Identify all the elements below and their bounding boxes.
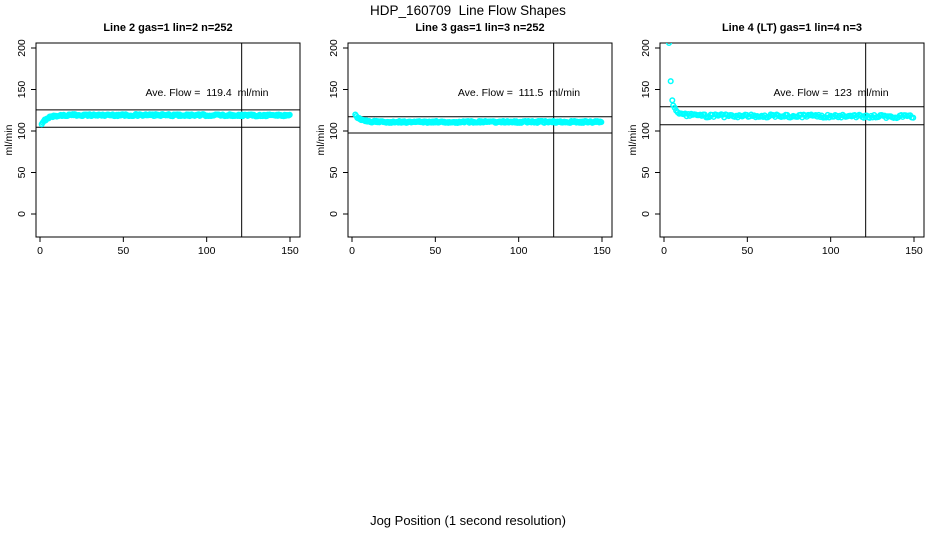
- panel-line-3: 0 50 100 150 200 0 50 100 150 Line 3 gas=1 lin=3…: [312, 0, 624, 290]
- x-tick-label: 0: [349, 245, 355, 257]
- ave-flow-annotation: Ave. Flow = 111.5 ml/min: [457, 87, 581, 99]
- data-point: [910, 114, 917, 121]
- x-axis-label: Jog Position (1 second resolution): [370, 513, 566, 528]
- scatter-points: [352, 111, 605, 126]
- ave-flow-annotation: Ave. Flow = 119.4 ml/min: [145, 87, 269, 99]
- data-point: [665, 43, 673, 47]
- x-tick-label: 0: [661, 245, 667, 257]
- x-tick-label: 100: [198, 245, 216, 257]
- scatter-points: [38, 111, 293, 128]
- panel-line-4: 0 50 100 150 200 0 50 100 150 Line 4 (LT) gas=1 …: [624, 0, 936, 290]
- panel-line-2-plot: 0 50 100 150 200 0 50 100 150: [16, 39, 301, 257]
- y-tick-label: 100: [328, 122, 340, 140]
- x-tick-label: 0: [37, 245, 43, 257]
- y-tick-label: 200: [640, 39, 652, 57]
- y-tick-label: 150: [16, 81, 28, 99]
- x-tick-label: 50: [429, 245, 441, 257]
- plot-box: [35, 42, 301, 238]
- y-tick-label: 100: [16, 122, 28, 140]
- data-point: [598, 119, 605, 126]
- x-tick-label: 100: [822, 245, 840, 257]
- figure-title: HDP_160709 Line Flow Shapes: [370, 3, 566, 18]
- scatter-points: [665, 43, 917, 122]
- x-tick-label: 100: [510, 245, 528, 257]
- y-axis-label: ml/min: [3, 124, 15, 156]
- y-tick-label: 50: [328, 167, 340, 179]
- y-tick-label: 200: [16, 39, 28, 57]
- panel-line-3-title: Line 3 gas=1 lin=3 n=252: [415, 22, 545, 34]
- x-tick-label: 50: [117, 245, 129, 257]
- x-tick-label: 50: [741, 245, 753, 257]
- y-tick-label: 150: [328, 81, 340, 99]
- y-axis-label: ml/min: [315, 124, 327, 156]
- panel-line-2: 0 50 100 150 200 0 50 100 150 Line 2 gas=1 lin=2…: [0, 0, 312, 290]
- plot-box: [347, 42, 613, 238]
- x-tick-label: 150: [281, 245, 299, 257]
- y-tick-label: 0: [328, 211, 340, 217]
- y-tick-label: 150: [640, 81, 652, 99]
- x-tick-label: 150: [905, 245, 923, 257]
- y-tick-label: 50: [640, 167, 652, 179]
- panel-line-4-plot: 0 50 100 150 200 0 50 100 150: [640, 39, 925, 257]
- y-tick-label: 0: [16, 211, 28, 217]
- panel-line-2-title: Line 2 gas=1 lin=2 n=252: [103, 22, 233, 34]
- y-axis-label: ml/min: [627, 124, 639, 156]
- y-tick-label: 200: [328, 39, 340, 57]
- data-point: [286, 111, 293, 118]
- plot-box: [659, 42, 925, 238]
- x-tick-label: 150: [593, 245, 611, 257]
- panel-line-4-title: Line 4 (LT) gas=1 lin=4 n=3: [721, 22, 863, 34]
- y-tick-label: 50: [16, 167, 28, 179]
- data-point: [669, 97, 676, 104]
- y-tick-label: 100: [640, 122, 652, 140]
- data-point: [667, 78, 674, 85]
- y-tick-label: 0: [640, 211, 652, 217]
- panel-line-3-plot: 0 50 100 150 200 0 50 100 150: [328, 39, 613, 257]
- ave-flow-annotation: Ave. Flow = 123 ml/min: [773, 87, 889, 99]
